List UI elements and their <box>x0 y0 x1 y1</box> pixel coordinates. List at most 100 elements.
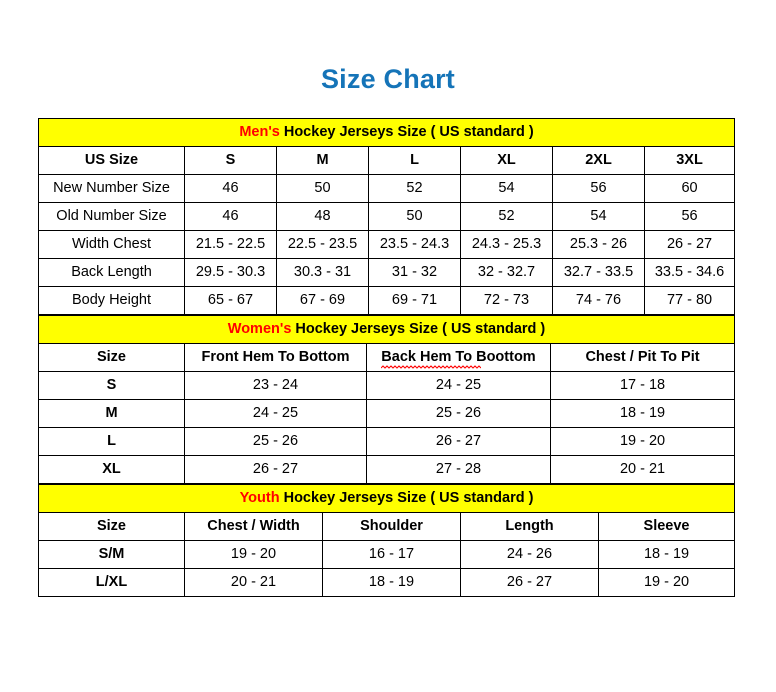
mens-cell: 46 <box>184 174 277 203</box>
mens-cell: 24.3 - 25.3 <box>460 230 553 259</box>
youth-cell: 26 - 27 <box>460 568 599 597</box>
mens-cell: 26 - 27 <box>643 230 736 259</box>
mens-cell: 22.5 - 23.5 <box>276 230 369 259</box>
womens-cell: 20 - 21 <box>549 455 736 484</box>
mens-cell: 69 - 71 <box>368 286 461 315</box>
table-row: L/XL 20 - 21 18 - 19 26 - 27 19 - 20 <box>38 568 736 597</box>
mens-cell: 72 - 73 <box>460 286 553 315</box>
mens-banner-rest: Hockey Jerseys Size ( US standard ) <box>279 123 534 140</box>
mens-cell: 56 <box>643 202 736 231</box>
mens-row-label: Width Chest <box>38 230 185 259</box>
mens-cell: 50 <box>368 202 461 231</box>
youth-banner-cell: Youth Hockey Jerseys Size ( US standard … <box>37 484 736 513</box>
youth-cell: 24 - 26 <box>460 540 599 569</box>
youth-banner-accent: Youth <box>239 489 280 506</box>
mens-cell: 56 <box>552 174 645 203</box>
mens-row-label: Back Length <box>38 258 185 287</box>
youth-banner-rest: Hockey Jerseys Size ( US standard ) <box>279 489 534 506</box>
mens-cell: 67 - 69 <box>276 286 369 315</box>
womens-cell: 24 - 25 <box>184 399 367 428</box>
mens-cell: 25.3 - 26 <box>552 230 645 259</box>
womens-cell: 17 - 18 <box>549 371 736 400</box>
womens-cell: 27 - 28 <box>366 455 551 484</box>
mens-cell: 77 - 80 <box>643 286 736 315</box>
youth-cell: 16 - 17 <box>322 540 461 569</box>
mens-cell: 60 <box>643 174 736 203</box>
page-title: Size Chart <box>320 64 456 94</box>
mens-cell: 31 - 32 <box>368 258 461 287</box>
youth-header-cell: Size <box>38 512 185 541</box>
womens-cell: 25 - 26 <box>366 399 551 428</box>
womens-banner-accent: Women's <box>227 320 292 337</box>
size-chart-tables: Men's Hockey Jerseys Size ( US standard … <box>37 118 736 597</box>
mens-cell: 33.5 - 34.6 <box>643 258 736 287</box>
mens-header-cell: L <box>368 146 461 175</box>
table-row: S/M 19 - 20 16 - 17 24 - 26 18 - 19 <box>38 540 736 569</box>
youth-cell: 18 - 19 <box>597 540 736 569</box>
mens-row-label: Body Height <box>38 286 185 315</box>
youth-size-table: Youth Hockey Jerseys Size ( US standard … <box>37 484 736 597</box>
table-row: New Number Size 46 50 52 54 56 60 <box>38 174 736 203</box>
womens-header-row: Size Front Hem To Bottom Back Hem To Boo… <box>38 343 736 372</box>
mens-cell: 23.5 - 24.3 <box>368 230 461 259</box>
mens-cell: 30.3 - 31 <box>276 258 369 287</box>
womens-cell: 24 - 25 <box>366 371 551 400</box>
table-row: L 25 - 26 26 - 27 19 - 20 <box>38 427 736 456</box>
youth-cell: 19 - 20 <box>184 540 323 569</box>
spellcheck-underline-icon <box>381 365 482 370</box>
mens-cell: 29.5 - 30.3 <box>184 258 277 287</box>
mens-cell: 32 - 32.7 <box>460 258 553 287</box>
table-row: Back Length 29.5 - 30.3 30.3 - 31 31 - 3… <box>38 258 736 287</box>
mens-banner-accent: Men's <box>239 123 280 140</box>
youth-row-label: S/M <box>38 540 185 569</box>
mens-cell: 54 <box>552 202 645 231</box>
mens-header-cell: M <box>276 146 369 175</box>
womens-row-label: M <box>38 399 185 428</box>
womens-cell: 25 - 26 <box>184 427 367 456</box>
womens-row-label: S <box>38 371 185 400</box>
womens-cell: 18 - 19 <box>549 399 736 428</box>
table-row: Old Number Size 46 48 50 52 54 56 <box>38 202 736 231</box>
womens-cell: 26 - 27 <box>366 427 551 456</box>
womens-banner-cell: Women's Hockey Jerseys Size ( US standar… <box>37 315 736 344</box>
youth-banner-row: Youth Hockey Jerseys Size ( US standard … <box>37 484 736 513</box>
mens-row-label: Old Number Size <box>38 202 185 231</box>
table-row: XL 26 - 27 27 - 28 20 - 21 <box>38 455 736 484</box>
mens-cell: 74 - 76 <box>552 286 645 315</box>
womens-header-cell-misspelled: Back Hem To Boottom <box>366 343 551 372</box>
womens-header-cell: Size <box>38 343 185 372</box>
mens-cell: 32.7 - 33.5 <box>552 258 645 287</box>
mens-header-cell: US Size <box>38 146 185 175</box>
youth-row-label: L/XL <box>38 568 185 597</box>
table-row: Body Height 65 - 67 67 - 69 69 - 71 72 -… <box>38 286 736 315</box>
mens-cell: 54 <box>460 174 553 203</box>
mens-cell: 46 <box>184 202 277 231</box>
womens-header-text: Back Hem To Boottom <box>381 348 536 365</box>
mens-banner-row: Men's Hockey Jerseys Size ( US standard … <box>37 118 736 147</box>
mens-banner-cell: Men's Hockey Jerseys Size ( US standard … <box>37 118 736 147</box>
womens-banner-row: Women's Hockey Jerseys Size ( US standar… <box>37 315 736 344</box>
womens-banner-rest: Hockey Jerseys Size ( US standard ) <box>291 320 546 337</box>
youth-header-row: Size Chest / Width Shoulder Length Sleev… <box>38 512 736 541</box>
youth-header-cell: Length <box>460 512 599 541</box>
youth-cell: 19 - 20 <box>597 568 736 597</box>
womens-row-label: L <box>38 427 185 456</box>
womens-cell: 23 - 24 <box>184 371 367 400</box>
table-row: M 24 - 25 25 - 26 18 - 19 <box>38 399 736 428</box>
womens-cell: 26 - 27 <box>184 455 367 484</box>
mens-cell: 21.5 - 22.5 <box>184 230 277 259</box>
youth-cell: 20 - 21 <box>184 568 323 597</box>
table-row: Width Chest 21.5 - 22.5 22.5 - 23.5 23.5… <box>38 230 736 259</box>
mens-cell: 52 <box>460 202 553 231</box>
mens-header-cell: 2XL <box>552 146 645 175</box>
mens-cell: 52 <box>368 174 461 203</box>
mens-cell: 48 <box>276 202 369 231</box>
womens-cell: 19 - 20 <box>549 427 736 456</box>
mens-header-cell: S <box>184 146 277 175</box>
youth-header-cell: Shoulder <box>322 512 461 541</box>
mens-row-label: New Number Size <box>38 174 185 203</box>
mens-size-table: Men's Hockey Jerseys Size ( US standard … <box>37 118 736 315</box>
mens-header-cell: 3XL <box>643 146 736 175</box>
youth-cell: 18 - 19 <box>322 568 461 597</box>
